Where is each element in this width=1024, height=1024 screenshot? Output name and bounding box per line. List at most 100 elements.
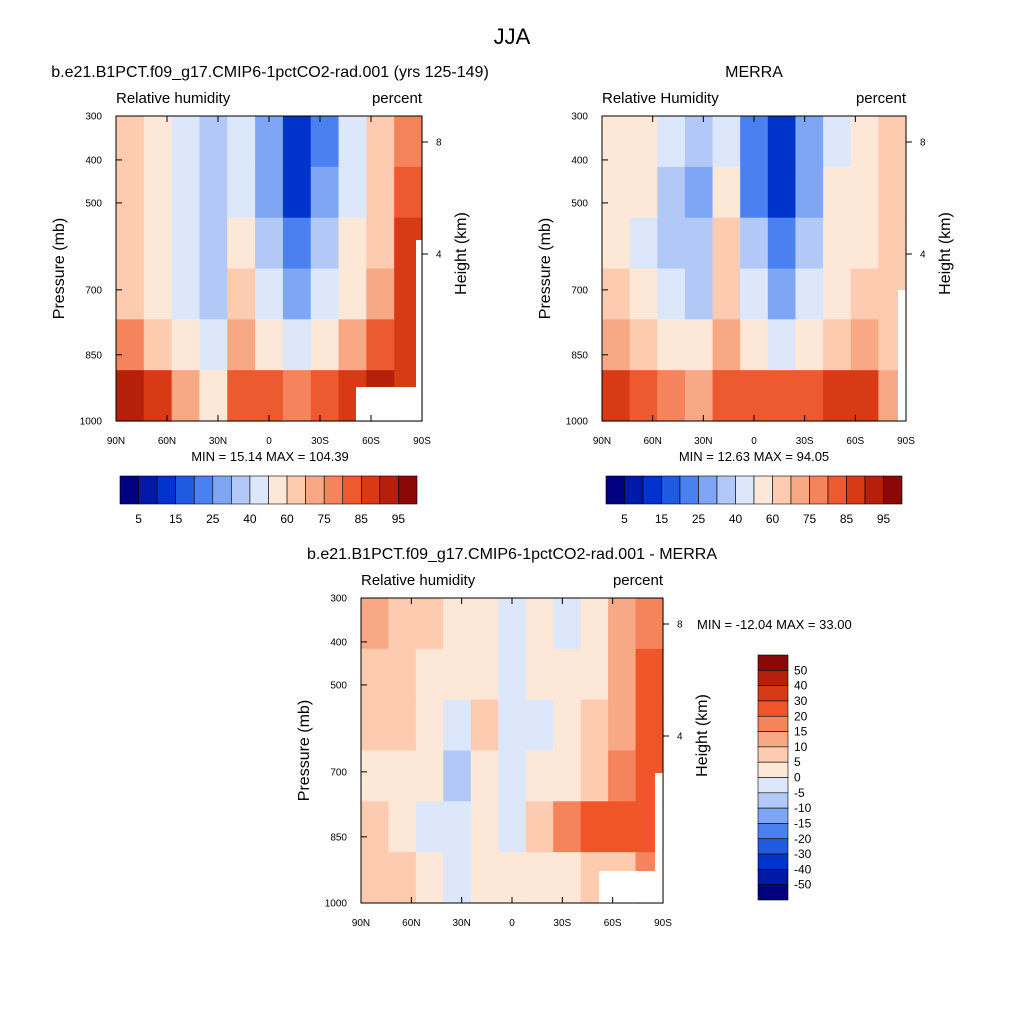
field-cell xyxy=(498,801,527,853)
max-value: 33.00 xyxy=(816,617,852,632)
field-cell xyxy=(712,370,741,422)
field-cell xyxy=(553,801,582,853)
x-tick-label: 30S xyxy=(796,436,814,447)
field-cell xyxy=(255,166,284,219)
colorbar-label: 15 xyxy=(169,512,183,526)
units-label: percent xyxy=(856,90,907,107)
field-cell xyxy=(388,648,417,701)
colorbar-swatch xyxy=(119,475,139,505)
field-cell xyxy=(684,370,714,422)
field-cell xyxy=(255,116,284,168)
field-cell xyxy=(712,217,741,270)
field-cell xyxy=(143,166,173,219)
field-cell xyxy=(629,319,658,371)
field-cell xyxy=(525,699,554,752)
colorbar-swatch xyxy=(757,884,789,901)
colorbar-label: 85 xyxy=(355,512,369,526)
x-tick-label: 0 xyxy=(751,436,757,447)
field-cell xyxy=(361,648,390,701)
field-cell xyxy=(361,801,390,853)
field-cell xyxy=(657,268,686,320)
field-cell xyxy=(255,370,284,422)
field-cell xyxy=(767,116,797,168)
colorbar-swatch xyxy=(661,475,681,505)
field-cell xyxy=(712,166,741,219)
field-cell xyxy=(227,166,256,219)
field-cell xyxy=(823,370,852,422)
topography-mask xyxy=(898,290,906,421)
field-cell xyxy=(525,648,554,701)
field-cell xyxy=(143,268,173,320)
colorbar-label: 75 xyxy=(318,512,332,526)
field-cell xyxy=(740,166,769,219)
field-cell xyxy=(684,268,714,320)
field-cell xyxy=(602,166,631,219)
field-cell xyxy=(282,166,312,219)
field-cell xyxy=(878,166,907,219)
colorbar-label: 5 xyxy=(621,512,628,526)
field-cell xyxy=(635,598,664,650)
field-cell xyxy=(850,370,879,422)
colorbar-swatch xyxy=(716,475,736,505)
y-tick-label: 700 xyxy=(330,767,347,778)
colorbar-swatch xyxy=(138,475,158,505)
colorbar-label: 20 xyxy=(794,709,808,723)
field-cell xyxy=(116,116,145,168)
field-cell xyxy=(361,750,390,802)
field-cell xyxy=(850,217,879,270)
field-cell xyxy=(143,319,173,371)
field-cell xyxy=(171,319,201,371)
field-cell xyxy=(850,319,879,371)
field-cell xyxy=(394,166,423,219)
field-cell xyxy=(361,699,390,752)
field-cell xyxy=(227,370,256,422)
field-cell xyxy=(443,801,472,853)
panel-title: b.e21.B1PCT.f09_g17.CMIP6-1pctCO2-rad.00… xyxy=(51,64,489,81)
y-tick-label: 850 xyxy=(330,832,347,843)
colorbar-label: 5 xyxy=(135,512,142,526)
field-cell xyxy=(199,370,228,422)
colorbar-label: 60 xyxy=(766,512,780,526)
field-cell xyxy=(227,268,256,320)
colorbar-swatch xyxy=(379,475,399,505)
field-cell xyxy=(684,166,714,219)
x-tick-label: 30N xyxy=(209,436,227,447)
x-tick-label: 90S xyxy=(654,918,672,929)
colorbar-swatch xyxy=(757,869,789,885)
y-tick-label: 1000 xyxy=(566,417,589,428)
field-cell xyxy=(712,319,741,371)
panel-title: MERRA xyxy=(725,64,783,81)
colorbar-swatch xyxy=(757,853,789,870)
colorbar-swatch xyxy=(249,475,269,505)
field-cell xyxy=(282,217,312,270)
colorbar-swatch xyxy=(679,475,699,505)
field-cell xyxy=(823,166,852,219)
y-tick-label: 700 xyxy=(85,285,102,296)
min-value: 12.63 xyxy=(714,449,750,464)
field-cell xyxy=(415,648,444,701)
field-cell xyxy=(415,750,444,802)
field-cell xyxy=(255,217,284,270)
chart-panel-1: b.e21.B1PCT.f09_g17.CMIP6-1pctCO2-rad.00… xyxy=(51,64,489,526)
field-cell xyxy=(740,217,769,270)
x-tick-label: 60N xyxy=(643,436,661,447)
height-tick-label: 4 xyxy=(677,732,683,743)
colorbar-swatch xyxy=(846,475,866,505)
field-cell xyxy=(310,370,340,422)
field-cell xyxy=(580,801,609,853)
colorbar-swatch xyxy=(757,700,789,717)
x-tick-label: 90N xyxy=(107,436,125,447)
height-tick-label: 4 xyxy=(920,250,926,261)
field-cell xyxy=(338,166,367,219)
field-cell xyxy=(602,370,631,422)
field-cell xyxy=(338,217,367,270)
height-axis-title: Height (km) xyxy=(937,212,954,295)
field-cell xyxy=(580,648,609,701)
field-cell xyxy=(740,268,769,320)
field-cell xyxy=(171,217,201,270)
field-cell xyxy=(498,852,527,904)
x-tick-label: 0 xyxy=(266,436,272,447)
field-cell xyxy=(823,116,852,168)
field-cell xyxy=(608,598,637,650)
field-cell xyxy=(388,750,417,802)
